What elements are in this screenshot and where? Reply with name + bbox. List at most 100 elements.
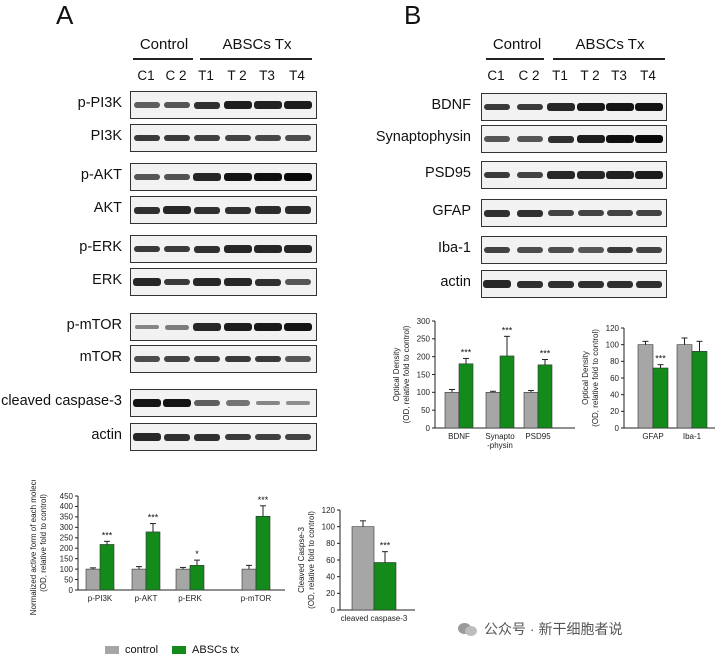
- panel-b-blot-band: [635, 103, 663, 111]
- panel-a-blot-band: [193, 245, 221, 253]
- significance-mark: ***: [461, 347, 472, 357]
- y-tick-label: 20: [326, 589, 335, 598]
- panel-a-blot-strip: [130, 124, 317, 152]
- y-tick-label: 0: [331, 606, 336, 615]
- panel-b-blot-band: [516, 209, 544, 217]
- panel-a-blot-band: [193, 323, 221, 331]
- significance-mark: ***: [258, 495, 269, 505]
- panel-b-blot-label: actin: [440, 274, 471, 290]
- panel-a-blot-label: PI3K: [90, 128, 122, 144]
- panel-a-blot-band: [134, 324, 160, 330]
- y-axis-label: Optical Density: [581, 351, 590, 405]
- panel-a-blot-band: [133, 433, 161, 441]
- significance-mark: ***: [102, 530, 113, 540]
- panel-a-blot-band: [224, 245, 252, 253]
- panel-a-blot-band: [133, 245, 161, 253]
- panel-a-blot-strip: [130, 313, 317, 341]
- panel-a-blot-band: [255, 400, 281, 406]
- panel-a-blot-band: [224, 323, 252, 331]
- panel-a-blot-band: [164, 324, 190, 330]
- chart-legend: control ABSCs tx: [105, 644, 239, 656]
- panel-a-blot-strip: [130, 345, 317, 373]
- legend-control-label: control: [125, 644, 159, 656]
- panel-a-blot-band: [163, 206, 191, 214]
- panel-a-blot-band: [193, 433, 221, 441]
- x-category-label: GFAP: [642, 432, 663, 441]
- panel-b-blot-label: PSD95: [425, 165, 471, 181]
- x-category-label: -physin: [487, 441, 513, 450]
- panel-a-blot-band: [193, 101, 221, 109]
- panel-a-lane-label: T4: [289, 68, 305, 83]
- significance-mark: ***: [380, 541, 391, 551]
- panel-a-blot-band: [163, 355, 191, 363]
- panel-b-blot-band: [635, 171, 663, 179]
- y-axis-label: (OD, relative fold to control): [402, 325, 411, 423]
- legend-treated-label: ABSCs tx: [192, 644, 240, 656]
- bar-control: [523, 392, 539, 429]
- panel-b-blot-band: [483, 209, 511, 217]
- y-axis-label: Cleaved Caspse-3: [297, 527, 306, 593]
- panel-b-blot-band: [577, 209, 605, 217]
- panel-a-lane-label: T1: [198, 68, 214, 83]
- panel-b-blot-band: [578, 247, 604, 253]
- panel-a-blot-band: [285, 279, 311, 285]
- bar-control: [637, 344, 654, 429]
- panel-b-blot-band: [606, 280, 634, 288]
- panel-a-blot-band: [163, 399, 191, 407]
- panel-a-lane-label: C 2: [165, 68, 187, 83]
- panel-a-blot-band: [193, 206, 221, 214]
- panel-a-treated-group-label: ABSCs Tx: [222, 36, 292, 53]
- panel-b-blot-band: [483, 280, 511, 288]
- panel-a-blot-band: [284, 433, 312, 441]
- y-tick-label: 80: [326, 539, 335, 548]
- panel-b-blot-band: [635, 246, 663, 254]
- y-tick-label: 80: [610, 357, 619, 366]
- y-tick-label: 0: [615, 424, 620, 433]
- significance-mark: ***: [148, 513, 159, 523]
- y-axis-label: Normalized active form of each molecule: [29, 480, 38, 615]
- panel-b-blot-label: BDNF: [431, 97, 471, 113]
- panel-a-control-group-label: Control: [139, 36, 189, 53]
- panel-b-lane-label: T 2: [580, 68, 600, 83]
- panel-a-lane-label: C1: [137, 68, 155, 83]
- panel-b-lane-label: T1: [552, 68, 568, 83]
- panel-a-blot-band: [284, 245, 312, 253]
- significance-mark: ***: [655, 354, 666, 364]
- x-category-label: PSD95: [525, 432, 551, 441]
- y-tick-label: 60: [326, 556, 335, 565]
- panel-a-blot-strip: [130, 196, 317, 224]
- panel-a-blot-band: [254, 355, 282, 363]
- y-tick-label: 150: [417, 370, 431, 379]
- panel-a-blot-band: [285, 356, 311, 362]
- panel-b-blot-band: [547, 103, 575, 111]
- panel-a-blot-band: [133, 134, 161, 142]
- panel-b-blot-strip: [481, 199, 667, 227]
- panel-a-lane-label: T 2: [227, 68, 247, 83]
- panel-b-blot-band: [484, 136, 510, 142]
- panel-a-blot-band: [254, 433, 282, 441]
- panel-a-blot-band: [164, 173, 190, 181]
- significance-mark: ***: [540, 349, 551, 359]
- panel-a-blot-band: [193, 355, 221, 363]
- panel-b-blot-band: [517, 136, 543, 142]
- panel-a-blot-band: [254, 245, 282, 253]
- panel-a-blot-band: [163, 433, 191, 441]
- panel-a-blot-band: [134, 355, 160, 363]
- panel-b-blot-band: [483, 103, 511, 111]
- panel-b-blot-band: [483, 246, 511, 254]
- panel-b-blot-band: [635, 280, 663, 288]
- y-tick-label: 200: [60, 544, 74, 553]
- panel-a-blot-band: [254, 134, 282, 142]
- y-tick-label: 100: [606, 340, 620, 349]
- panel-a-blot-band: [193, 173, 221, 181]
- bar-treated: [99, 544, 115, 591]
- panel-b-blot-label: Iba-1: [437, 240, 471, 256]
- panel-b-control-group-line: [486, 58, 544, 60]
- y-tick-label: 400: [60, 502, 74, 511]
- x-category-label: BDNF: [448, 432, 470, 441]
- panel-a-blot-band: [224, 278, 252, 286]
- legend-control-swatch: [105, 646, 119, 654]
- chart-b-neuro: 0 50 100 150 200 250 300 Optical Density (OD, re…: [392, 317, 575, 450]
- x-category-label: p-mTOR: [241, 594, 272, 603]
- panel-a-blot-band: [163, 278, 191, 286]
